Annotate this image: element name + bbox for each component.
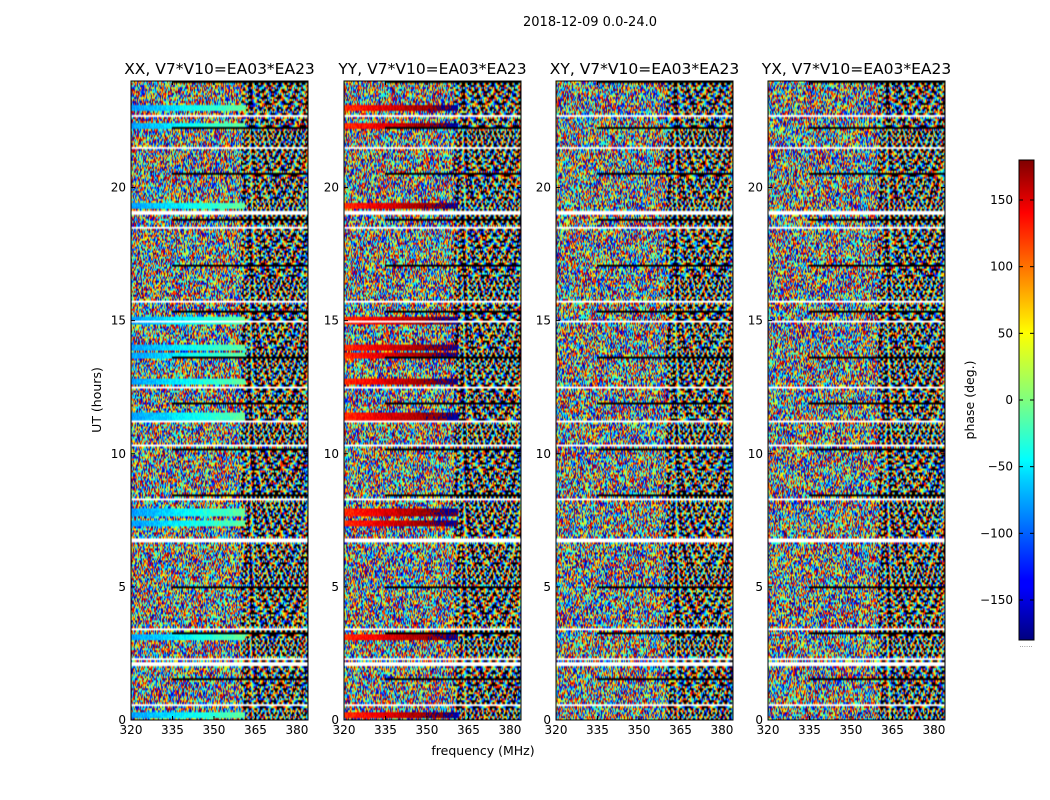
x-tick-label: 380 bbox=[498, 723, 521, 737]
heatmap-xy bbox=[556, 81, 733, 720]
y-tick-label: 15 bbox=[111, 314, 126, 328]
y-tick-label: 5 bbox=[331, 580, 339, 594]
panel-yx: YX, V7*V10=EA03*EA23 320 335 350 365 380 0 5 10 1… bbox=[748, 60, 952, 737]
colorbar-bottom-note: ...... bbox=[1019, 641, 1032, 649]
x-axis-label: frequency (MHz) bbox=[431, 743, 534, 758]
x-tick-label: 320 bbox=[545, 723, 568, 737]
panel-title-yx: YX, V7*V10=EA03*EA23 bbox=[761, 60, 951, 78]
y-tick-label: 10 bbox=[111, 447, 126, 461]
colorbar-tick-label: −50 bbox=[988, 460, 1013, 474]
panel-frame bbox=[555, 80, 734, 721]
y-tick-label: 20 bbox=[324, 181, 339, 195]
colorbar-ticks: 150 100 50 0 −50 −100 −150 bbox=[980, 193, 1034, 607]
x-tick-label: 365 bbox=[669, 723, 692, 737]
x-tick-label: 365 bbox=[244, 723, 267, 737]
panel-title-xy: XY, V7*V10=EA03*EA23 bbox=[550, 60, 739, 78]
x-tick-label: 335 bbox=[374, 723, 397, 737]
y-tick-label: 15 bbox=[748, 314, 763, 328]
x-tick-label: 320 bbox=[333, 723, 356, 737]
y-tick-label: 20 bbox=[536, 181, 551, 195]
x-tick-label: 350 bbox=[203, 723, 226, 737]
y-tick-label: 5 bbox=[755, 580, 763, 594]
figure-suptitle: 2018-12-09 0.0-24.0 bbox=[523, 15, 657, 30]
panel-frame bbox=[767, 80, 946, 721]
colorbar-label: phase (deg.) bbox=[962, 361, 977, 440]
colorbar-tick-label: 50 bbox=[998, 326, 1013, 340]
x-tick-label: 380 bbox=[285, 723, 308, 737]
panel-title-yy: YY, V7*V10=EA03*EA23 bbox=[337, 60, 526, 78]
panel-title-xx: XX, V7*V10=EA03*EA23 bbox=[124, 60, 315, 78]
y-axis-label: UT (hours) bbox=[89, 367, 104, 433]
x-tick-label: 335 bbox=[586, 723, 609, 737]
x-tick-label: 365 bbox=[457, 723, 480, 737]
heatmap-yy bbox=[344, 81, 521, 720]
x-tick-label: 380 bbox=[710, 723, 733, 737]
y-tick-label: 0 bbox=[755, 713, 763, 727]
x-tick-label: 320 bbox=[757, 723, 780, 737]
panel-frame bbox=[343, 80, 522, 721]
panel-xy: XY, V7*V10=EA03*EA23 320 335 350 365 380 0 5 10 1… bbox=[536, 60, 740, 737]
panel-frame bbox=[130, 80, 309, 721]
colorbar-tick-label: 0 bbox=[1005, 393, 1013, 407]
colorbar: 150 100 50 0 −50 −100 −150 phase (deg.) ...... bbox=[962, 159, 1035, 649]
panel-yy: YY, V7*V10=EA03*EA23 320 335 350 365 380 0 5 10 1… bbox=[324, 60, 527, 737]
y-tick-label: 0 bbox=[331, 713, 339, 727]
y-tick-label: 15 bbox=[324, 314, 339, 328]
y-tick-label: 10 bbox=[536, 447, 551, 461]
y-tick-label: 20 bbox=[111, 181, 126, 195]
x-tick-label: 320 bbox=[120, 723, 143, 737]
x-tick-label: 365 bbox=[881, 723, 904, 737]
heatmap-xx bbox=[131, 81, 308, 720]
y-tick-label: 5 bbox=[543, 580, 551, 594]
panel-xx: XX, V7*V10=EA03*EA23 320 335 350 365 380 0 5 10 1… bbox=[111, 60, 315, 737]
y-tick-label: 10 bbox=[748, 447, 763, 461]
y-tick-label: 10 bbox=[324, 447, 339, 461]
panels: XX, V7*V10=EA03*EA23 320 335 350 365 380 0 5 10 1… bbox=[111, 60, 952, 737]
colorbar-tick-label: 150 bbox=[990, 193, 1013, 207]
colorbar-tick-label: 100 bbox=[990, 260, 1013, 274]
x-tick-label: 350 bbox=[416, 723, 439, 737]
x-tick-label: 335 bbox=[798, 723, 821, 737]
x-tick-label: 335 bbox=[161, 723, 184, 737]
x-tick-label: 350 bbox=[840, 723, 863, 737]
y-tick-label: 20 bbox=[748, 181, 763, 195]
x-tick-label: 380 bbox=[922, 723, 945, 737]
colorbar-tick-label: −100 bbox=[980, 526, 1013, 540]
x-tick-label: 350 bbox=[628, 723, 651, 737]
heatmap-yx bbox=[768, 81, 945, 720]
colorbar-tick-label: −150 bbox=[980, 593, 1013, 607]
y-tick-label: 0 bbox=[118, 713, 126, 727]
y-tick-label: 15 bbox=[536, 314, 551, 328]
y-tick-label: 5 bbox=[118, 580, 126, 594]
y-tick-label: 0 bbox=[543, 713, 551, 727]
